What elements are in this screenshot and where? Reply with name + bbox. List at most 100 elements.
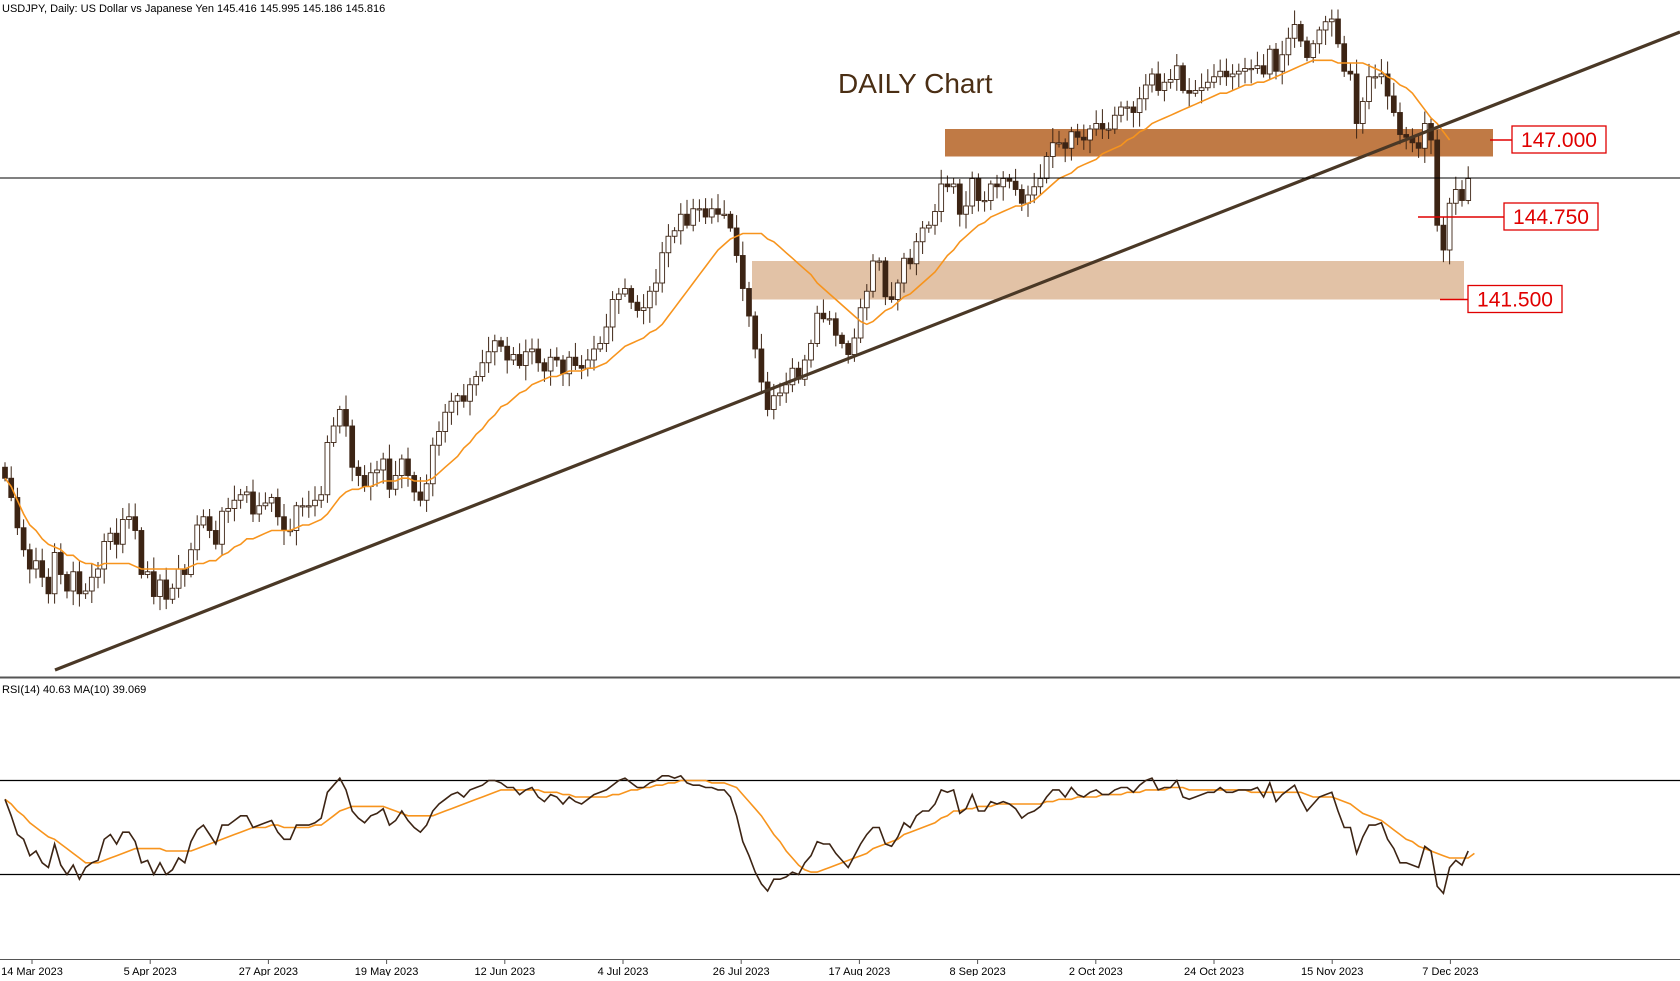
support-zone xyxy=(752,261,1464,300)
candle-body xyxy=(1118,106,1124,116)
candle-body xyxy=(1372,76,1379,79)
candle-body xyxy=(293,505,300,531)
candle-body xyxy=(256,505,263,515)
candle xyxy=(1012,168,1019,196)
candle-body xyxy=(1130,106,1137,113)
candle-body xyxy=(963,205,969,215)
candle-body xyxy=(690,208,697,226)
trendline xyxy=(54,30,1680,672)
candle xyxy=(541,358,548,382)
candle-body xyxy=(758,348,765,383)
candle-body xyxy=(1310,43,1317,58)
candle-body xyxy=(305,505,312,508)
candle-body xyxy=(1124,106,1131,109)
candle-body xyxy=(436,431,442,446)
x-tick-label: 27 Apr 2023 xyxy=(239,966,298,976)
candle-body xyxy=(560,359,566,375)
rsi-ma-line xyxy=(4,779,1475,873)
candle xyxy=(26,543,33,584)
candle xyxy=(1198,73,1205,104)
candle-body xyxy=(1180,65,1186,91)
candle-body xyxy=(113,532,120,545)
candle xyxy=(454,392,461,416)
candle-body xyxy=(225,508,232,512)
candle xyxy=(243,486,250,503)
candle-body xyxy=(1421,123,1428,149)
candle xyxy=(473,370,480,396)
candle xyxy=(448,392,455,425)
candle-body xyxy=(281,516,287,531)
levels-layer: 147.000 144.750 141.500 xyxy=(1418,125,1607,314)
candle xyxy=(808,339,814,368)
candle-body xyxy=(1080,136,1087,141)
candle xyxy=(169,583,176,604)
candle xyxy=(219,507,225,557)
candle-body xyxy=(888,296,895,300)
candle-body xyxy=(274,497,281,518)
candle-body xyxy=(1459,189,1465,201)
candle-body xyxy=(70,571,77,592)
candle xyxy=(343,395,349,437)
candle xyxy=(882,257,889,306)
candle-body xyxy=(150,571,157,597)
candle-body xyxy=(1291,24,1298,39)
candle xyxy=(1260,54,1267,78)
candle xyxy=(925,221,932,233)
candle-body xyxy=(535,348,542,364)
candle xyxy=(566,351,573,387)
candle-body xyxy=(423,483,430,501)
candles-layer xyxy=(2,9,1472,611)
candle-body xyxy=(1335,18,1341,45)
candle-body xyxy=(1186,90,1193,94)
candle-body xyxy=(640,307,647,311)
candle-body xyxy=(504,345,511,361)
candle xyxy=(1155,61,1162,96)
candle-body xyxy=(336,409,343,427)
candle xyxy=(870,254,876,298)
candle xyxy=(380,452,387,484)
candle-body xyxy=(1031,186,1038,196)
candle-body xyxy=(1397,112,1403,135)
candle-body xyxy=(572,356,579,366)
candle xyxy=(981,191,988,212)
candle-body xyxy=(169,587,176,600)
candle-body xyxy=(95,568,101,578)
candle-body xyxy=(578,365,585,369)
candle-body xyxy=(57,552,64,575)
candle-body xyxy=(107,532,114,542)
candle-body xyxy=(764,381,771,410)
candle-body xyxy=(553,356,560,361)
candle xyxy=(653,268,659,306)
candle xyxy=(739,241,746,302)
candle-body xyxy=(343,409,349,427)
candle-body xyxy=(330,425,337,443)
candle-body xyxy=(832,318,839,336)
candle-body xyxy=(1328,18,1335,23)
candle xyxy=(1080,124,1087,150)
candle xyxy=(715,194,721,223)
candle-body xyxy=(646,290,653,309)
candle-body xyxy=(529,348,535,353)
candle-body xyxy=(634,301,641,311)
candle-body xyxy=(665,235,672,254)
candle xyxy=(1229,64,1236,90)
candle xyxy=(20,519,27,557)
candle xyxy=(876,257,883,271)
candle xyxy=(1248,59,1255,84)
candle-body xyxy=(609,299,616,328)
candle xyxy=(1459,180,1465,207)
candle xyxy=(1136,86,1143,127)
candle xyxy=(436,421,442,456)
candle xyxy=(665,224,672,268)
candle xyxy=(1217,59,1224,86)
candle-body xyxy=(318,494,325,501)
candle-body xyxy=(1217,70,1224,78)
candle-body xyxy=(1012,180,1019,190)
candle-body xyxy=(615,293,622,300)
candle xyxy=(1124,100,1131,121)
candle xyxy=(522,339,529,381)
candle xyxy=(64,571,70,599)
candle xyxy=(33,547,39,579)
candle-body xyxy=(1142,84,1149,100)
candle xyxy=(1074,123,1081,146)
